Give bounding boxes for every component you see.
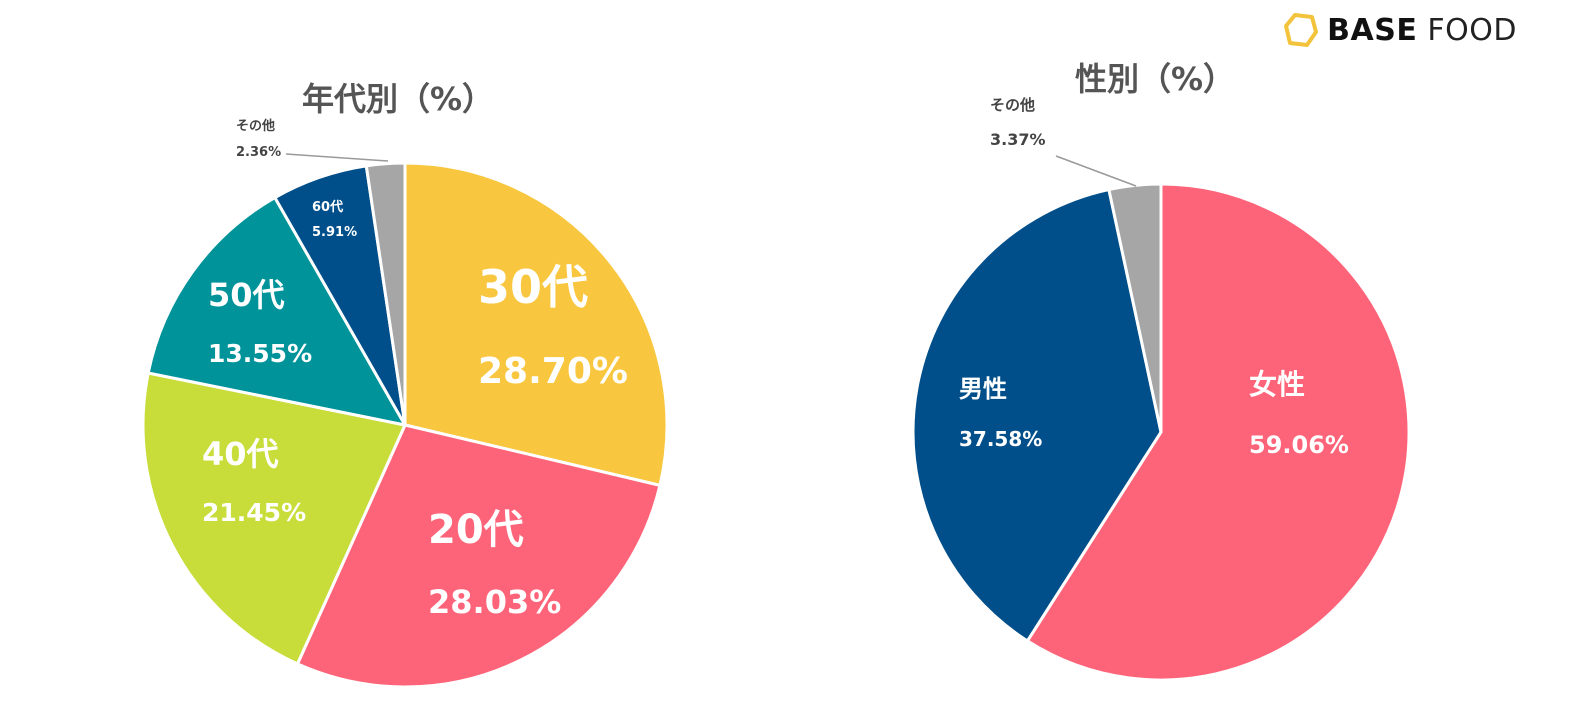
leader-line <box>285 153 389 162</box>
hexagon-logo-icon <box>1284 13 1319 47</box>
slice-percent-label: 5.91% <box>312 225 357 240</box>
slice-name-label: 女性 <box>1249 368 1305 401</box>
brand-name-light: FOOD <box>1427 12 1517 48</box>
brand-name: BASE FOOD <box>1327 13 1517 48</box>
slice-name-label: その他 <box>236 118 275 134</box>
slice-percent-label: 13.55% <box>208 339 312 368</box>
slice-name-label: 60代 <box>312 199 343 215</box>
brand-name-bold: BASE <box>1327 12 1418 48</box>
slice-name-label: 20代 <box>428 507 524 553</box>
chart-title: 年代別（%） <box>302 80 494 118</box>
slice-name-label: 40代 <box>202 435 279 473</box>
pie-slice <box>403 161 669 488</box>
chart-title: 性別（%） <box>1075 60 1235 98</box>
slice-name-label: その他 <box>990 96 1035 114</box>
slice-percent-label: 2.36% <box>236 145 281 160</box>
brand-logo: BASE FOOD <box>1283 12 1517 48</box>
pie-slice <box>911 187 1163 644</box>
slice-percent-label: 28.70% <box>478 351 628 392</box>
pie-slice <box>364 161 407 426</box>
pie-slice <box>141 371 408 666</box>
slice-percent-label: 59.06% <box>1249 431 1349 459</box>
slice-name-label: 50代 <box>208 276 285 314</box>
slice-percent-label: 21.45% <box>202 498 306 527</box>
slice-percent-label: 28.03% <box>428 583 561 621</box>
leader-line <box>1055 155 1137 187</box>
pie-chart-2: 性別（%） 女性 59.06% 男性 37.58% その他 3.37% <box>911 60 1411 682</box>
slice-name-label: 30代 <box>478 260 588 314</box>
pie-slice <box>295 423 662 689</box>
slice-name-label: 男性 <box>959 375 1007 403</box>
pie-chart-1: 年代別（%） 30代 28.70% 20代 28.03% 40代 21.45% 50代 13.5… <box>141 80 669 689</box>
pie-slice <box>146 195 408 428</box>
pie-slice <box>1025 182 1411 682</box>
slice-percent-label: 3.37% <box>990 130 1046 149</box>
slice-percent-label: 37.58% <box>959 427 1042 451</box>
